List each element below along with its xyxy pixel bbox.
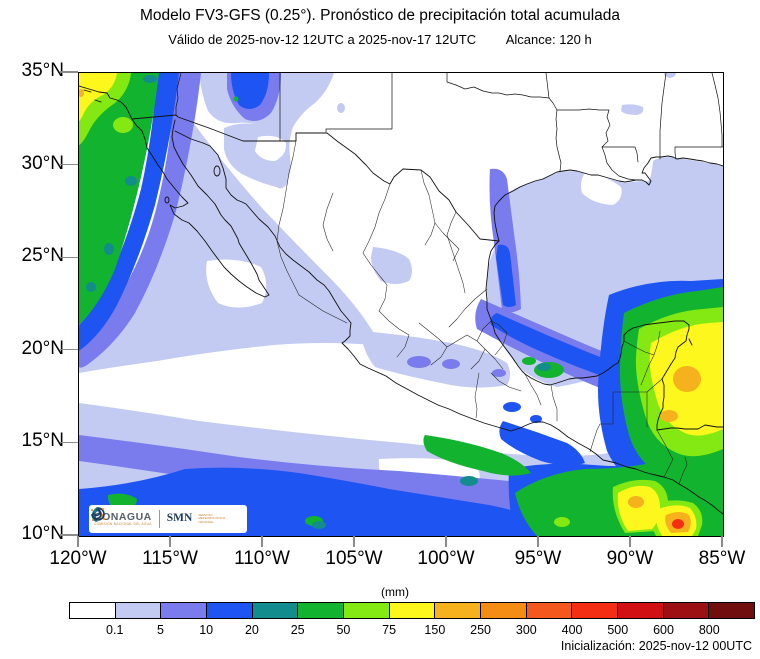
logo-divider: [158, 510, 160, 528]
colorbar-tick-label: 25: [290, 623, 305, 637]
colorbar-tick-label: 400: [561, 623, 583, 637]
colorbar-tick-label: 600: [653, 623, 674, 637]
lat-label: 35°N: [21, 60, 64, 81]
colorbar-tick-label: 0.1: [106, 623, 124, 637]
colorbar-cell: [70, 603, 116, 618]
lon-tick: [629, 536, 631, 547]
lon-label: 120°W: [49, 548, 107, 569]
colorbar-cell: [344, 603, 390, 618]
lon-tick: [353, 536, 355, 547]
colorbar-cell: [252, 603, 299, 618]
map-svg: [79, 73, 723, 536]
colorbar-tick-label: 500: [607, 623, 629, 637]
smn-logo-icon: [91, 507, 105, 521]
lon-label: 90°W: [606, 548, 654, 569]
precipitation-colorbar: [69, 602, 755, 619]
forecast-length-text: Alcance: 120 h: [505, 32, 592, 47]
colorbar-cell: [435, 603, 482, 618]
lat-label: 10°N: [21, 523, 64, 544]
lon-label: 105°W: [325, 548, 383, 569]
lon-tick: [721, 536, 723, 547]
colorbar-cell: [481, 603, 527, 618]
lat-label: 15°N: [21, 430, 64, 452]
precipitation-layer: [79, 73, 723, 536]
colorbar-tick-label: 75: [382, 623, 397, 637]
colorbar-cell: [663, 603, 710, 618]
lon-tick: [77, 536, 79, 547]
lon-label: 110°W: [234, 548, 290, 569]
colorbar-tick-label: 10: [199, 623, 214, 637]
colorbar-tick-label: 5: [156, 623, 164, 637]
geography-layer: [79, 73, 723, 515]
lon-tick: [537, 536, 539, 547]
colorbar-cell: [389, 603, 436, 618]
agency-logos: CONAGUA COMISIÓN NACIONAL DEL AGUA SMN S…: [89, 505, 247, 533]
initialization-text: Inicialización: 2025-nov-12 00UTC: [560, 639, 752, 653]
lat-tick: [60, 71, 78, 73]
conagua-wordmark: CONAGUA: [94, 510, 152, 523]
valid-range-text: Válido de 2025-nov-12 12UTC a 2025-nov-1…: [168, 32, 477, 47]
lat-label: 30°N: [21, 152, 64, 174]
lat-label: 25°N: [21, 245, 64, 267]
lat-tick: [60, 441, 78, 443]
conagua-subtitle: COMISIÓN NACIONAL DEL AGUA: [94, 522, 152, 527]
smn-wordmark: SMN: [166, 512, 193, 525]
colorbar-cell: [572, 603, 619, 618]
lat-tick: [60, 256, 78, 258]
colorbar-tick-label: 50: [336, 623, 351, 637]
legend-units-label: (mm): [381, 585, 409, 599]
lon-tick: [261, 536, 263, 547]
colorbar-cell: [161, 603, 208, 618]
colorbar-cell: [709, 603, 755, 618]
page-title: Modelo FV3-GFS (0.25°). Pronóstico de pr…: [139, 7, 621, 24]
subtitle: Válido de 2025-nov-12 12UTC a 2025-nov-1…: [0, 32, 760, 47]
lon-label: 85°W: [698, 548, 746, 569]
lon-tick: [445, 536, 447, 547]
lon-label: 95°W: [514, 548, 562, 569]
lon-label: 115°W: [142, 548, 198, 569]
colorbar-cell: [115, 603, 162, 618]
lon-label: 100°W: [417, 548, 475, 569]
map-area: CONAGUA COMISIÓN NACIONAL DEL AGUA SMN S…: [78, 72, 724, 537]
lon-tick: [169, 536, 171, 547]
colorbar-tick-label: 300: [515, 623, 537, 637]
colorbar-cell: [298, 603, 345, 618]
colorbar-cell: [618, 603, 664, 618]
colorbar-tick-label: 150: [424, 623, 446, 637]
colorbar-cell: [207, 603, 253, 618]
colorbar-tick-label: 20: [244, 623, 259, 637]
colorbar-cell: [526, 603, 573, 618]
smn-subtitle: SERVICIO METEOROLÓGICO NACIONAL: [198, 512, 226, 524]
colorbar-tick-label: 250: [470, 623, 492, 637]
lat-tick: [60, 349, 78, 351]
lat-tick: [60, 164, 78, 166]
lat-tick: [60, 534, 78, 536]
lat-label: 20°N: [21, 337, 64, 359]
colorbar-tick-label: 800: [698, 623, 720, 637]
